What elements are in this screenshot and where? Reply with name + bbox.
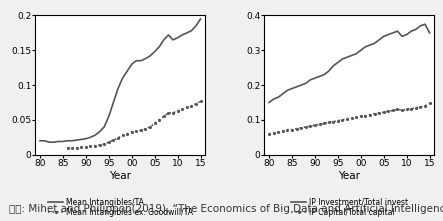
X-axis label: Year: Year	[338, 171, 360, 181]
Legend: IP Investment/Total invest, IP Capital/Total capital: IP Investment/Total invest, IP Capital/T…	[291, 198, 408, 217]
Legend: Mean Intangibles/TA, Mean Intangibles ex. Goodwill/TA: Mean Intangibles/TA, Mean Intangibles ex…	[48, 198, 193, 217]
Text: 자료: Mihet and Philippon(2019), “The Economics of Big Data and Artificial Intelli: 자료: Mihet and Philippon(2019), “The Econ…	[9, 204, 443, 214]
X-axis label: Year: Year	[109, 171, 131, 181]
